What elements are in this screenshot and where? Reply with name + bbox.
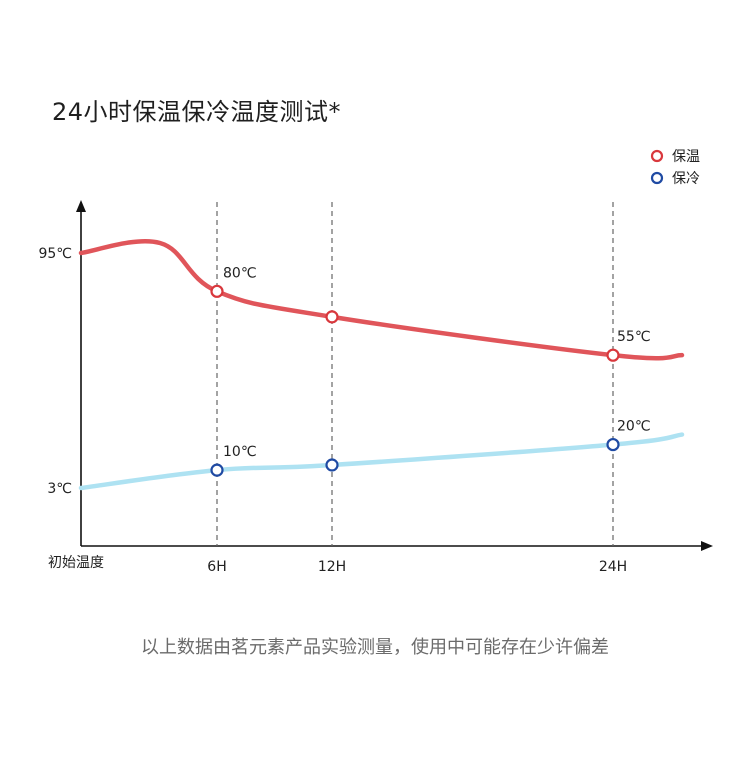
- x-tick-label: 24H: [599, 559, 627, 575]
- y-axis-arrow: [76, 200, 86, 212]
- x-origin-label: 初始温度: [48, 554, 104, 571]
- data-label: 55℃: [617, 329, 651, 345]
- legend-marker: [650, 149, 664, 163]
- x-tick-label: 6H: [207, 559, 226, 575]
- legend-label: 保冷: [672, 171, 700, 187]
- y-tick-label: 3℃: [47, 481, 72, 497]
- x-axis-arrow: [701, 541, 713, 551]
- data-point: [606, 348, 620, 362]
- data-label: 10℃: [223, 444, 257, 460]
- chart-title: 24小时保温保冷温度测试*: [52, 98, 342, 126]
- data-label: 20℃: [617, 419, 651, 435]
- data-point: [210, 284, 224, 298]
- legend-label: 保温: [672, 149, 700, 165]
- legend-marker: [650, 171, 664, 185]
- data-point: [325, 310, 339, 324]
- data-point: [325, 458, 339, 472]
- footnote: 以上数据由茗元素产品实验测量，使用中可能存在少许偏差: [141, 637, 609, 658]
- data-point: [210, 463, 224, 477]
- data-point: [606, 437, 620, 452]
- data-label: 80℃: [223, 265, 257, 281]
- x-tick-label: 12H: [318, 559, 346, 575]
- series-line-0: [78, 238, 685, 361]
- series-line-1: [78, 432, 685, 491]
- y-tick-label: 95℃: [38, 246, 72, 262]
